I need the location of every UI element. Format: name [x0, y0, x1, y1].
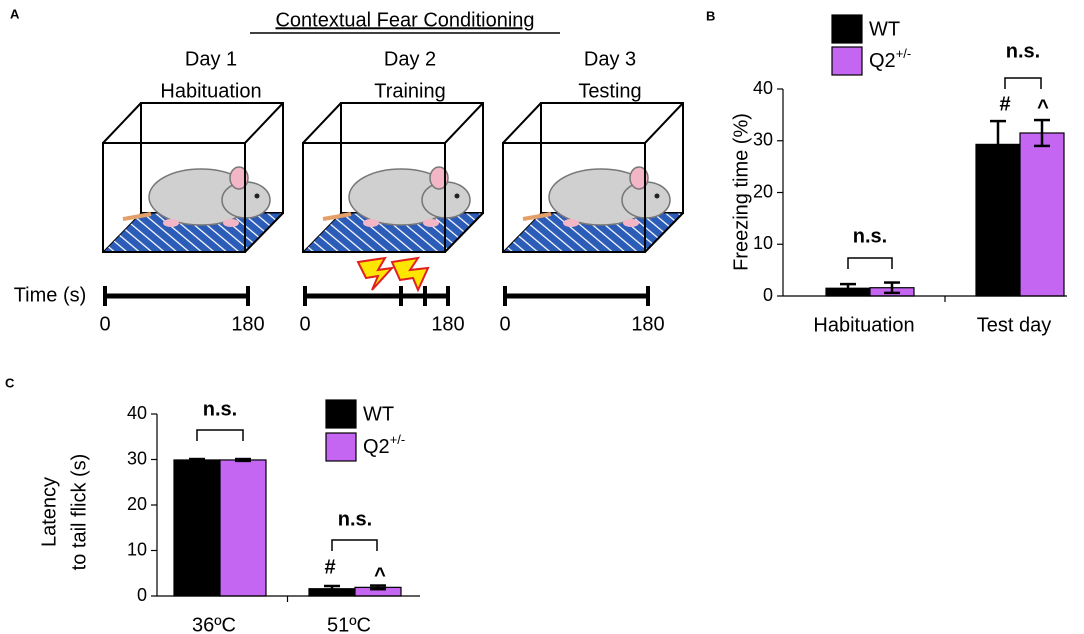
cage: [101, 102, 285, 253]
annotation: n.s.: [853, 225, 887, 247]
y-tick-label: 10: [127, 539, 147, 559]
cage-edge: [102, 102, 142, 144]
annotation: #: [999, 93, 1010, 115]
x-tick-label: 51ºC: [327, 614, 371, 634]
annotation: ^: [1037, 96, 1049, 118]
y-axis-label: Freezing time (%): [730, 113, 752, 271]
error-bar: [370, 584, 386, 591]
legend-swatch: [325, 399, 357, 429]
day-label: Day 2: [384, 48, 436, 70]
cage-edge: [244, 212, 284, 253]
cage: [301, 102, 485, 253]
cage: [501, 102, 685, 253]
diagram-title: Contextual Fear Conditioning: [275, 9, 534, 31]
y-tick-label: 30: [127, 448, 147, 468]
lightning: [356, 256, 430, 293]
bar: [1019, 132, 1065, 297]
phase-label: Habituation: [160, 80, 261, 102]
error-bar: [1034, 118, 1050, 148]
legend-swatch: [831, 14, 863, 44]
panel-label: C: [5, 375, 15, 390]
x-tick-label: Habituation: [813, 314, 914, 336]
legend-swatch: [325, 432, 357, 462]
bracket: [331, 539, 378, 551]
bracket: [847, 257, 893, 269]
cage-front: [502, 142, 646, 253]
cage-edge: [444, 102, 484, 144]
timeline-end: 180: [631, 313, 664, 335]
y-tick-label: 30: [753, 130, 773, 150]
timeline-start: 0: [99, 313, 110, 335]
legend-label: Q2+/-: [869, 46, 911, 72]
x-tick-label: 36ºC: [192, 614, 236, 634]
annotation: n.s.: [1006, 40, 1040, 62]
chart: C Latency to tail flick (s) 0 10 20 30 40 WT Q2+/…: [5, 375, 420, 634]
phase-label: Training: [374, 80, 446, 102]
cage-front: [302, 142, 446, 253]
bar: [219, 459, 267, 597]
error-bar: [840, 282, 856, 294]
error-bar: [990, 119, 1006, 169]
chart: B Freezing time (%) 0 10 20 30 40 WT Q2+/- Habitu…: [706, 8, 1067, 336]
panel-label: B: [706, 8, 715, 23]
cage-front: [102, 142, 246, 253]
cage-edge: [644, 102, 684, 144]
cage-edge: [302, 102, 342, 144]
cage-edge: [502, 102, 542, 144]
error-bar: [189, 457, 205, 463]
y-axis-label: Latency: [38, 477, 60, 547]
y-axis-label: to tail flick (s): [68, 454, 90, 571]
x-tick-label: Test day: [977, 314, 1051, 336]
y-tick-label: 40: [127, 403, 147, 423]
annotation: ^: [374, 564, 386, 586]
legend-label: WT: [869, 18, 900, 40]
timeline-end: 180: [431, 313, 464, 335]
y-tick-label: 0: [137, 585, 147, 605]
annotation: n.s.: [203, 398, 237, 420]
error-bar: [884, 281, 900, 295]
annotation: #: [324, 556, 335, 578]
error-bar: [324, 584, 340, 593]
error-bar: [235, 457, 251, 463]
y-tick-label: 40: [753, 78, 773, 98]
timeline-start: 0: [299, 313, 310, 335]
y-tick-label: 0: [763, 285, 773, 305]
time-label: Time (s): [14, 284, 87, 306]
legend-label: WT: [363, 403, 394, 425]
y-tick-label: 20: [753, 181, 773, 201]
cage-edge: [644, 212, 684, 253]
bar: [173, 459, 221, 597]
timeline-end: 180: [231, 313, 264, 335]
panel-label: A: [10, 6, 20, 21]
cage-edge: [444, 212, 484, 253]
bracket: [1004, 77, 1042, 89]
y-tick-label: 10: [753, 233, 773, 253]
timeline-start: 0: [499, 313, 510, 335]
legend-label: Q2+/-: [363, 432, 405, 458]
cage-edge: [244, 102, 284, 144]
day-label: Day 3: [584, 48, 636, 70]
annotation: n.s.: [338, 508, 372, 530]
y-tick-label: 20: [127, 494, 147, 514]
bracket: [196, 429, 244, 441]
day-label: Day 1: [185, 48, 237, 70]
diagram: A Contextual Fear Conditioning Time (s) …: [10, 6, 685, 335]
legend-swatch: [831, 46, 863, 76]
phase-label: Testing: [578, 80, 641, 102]
